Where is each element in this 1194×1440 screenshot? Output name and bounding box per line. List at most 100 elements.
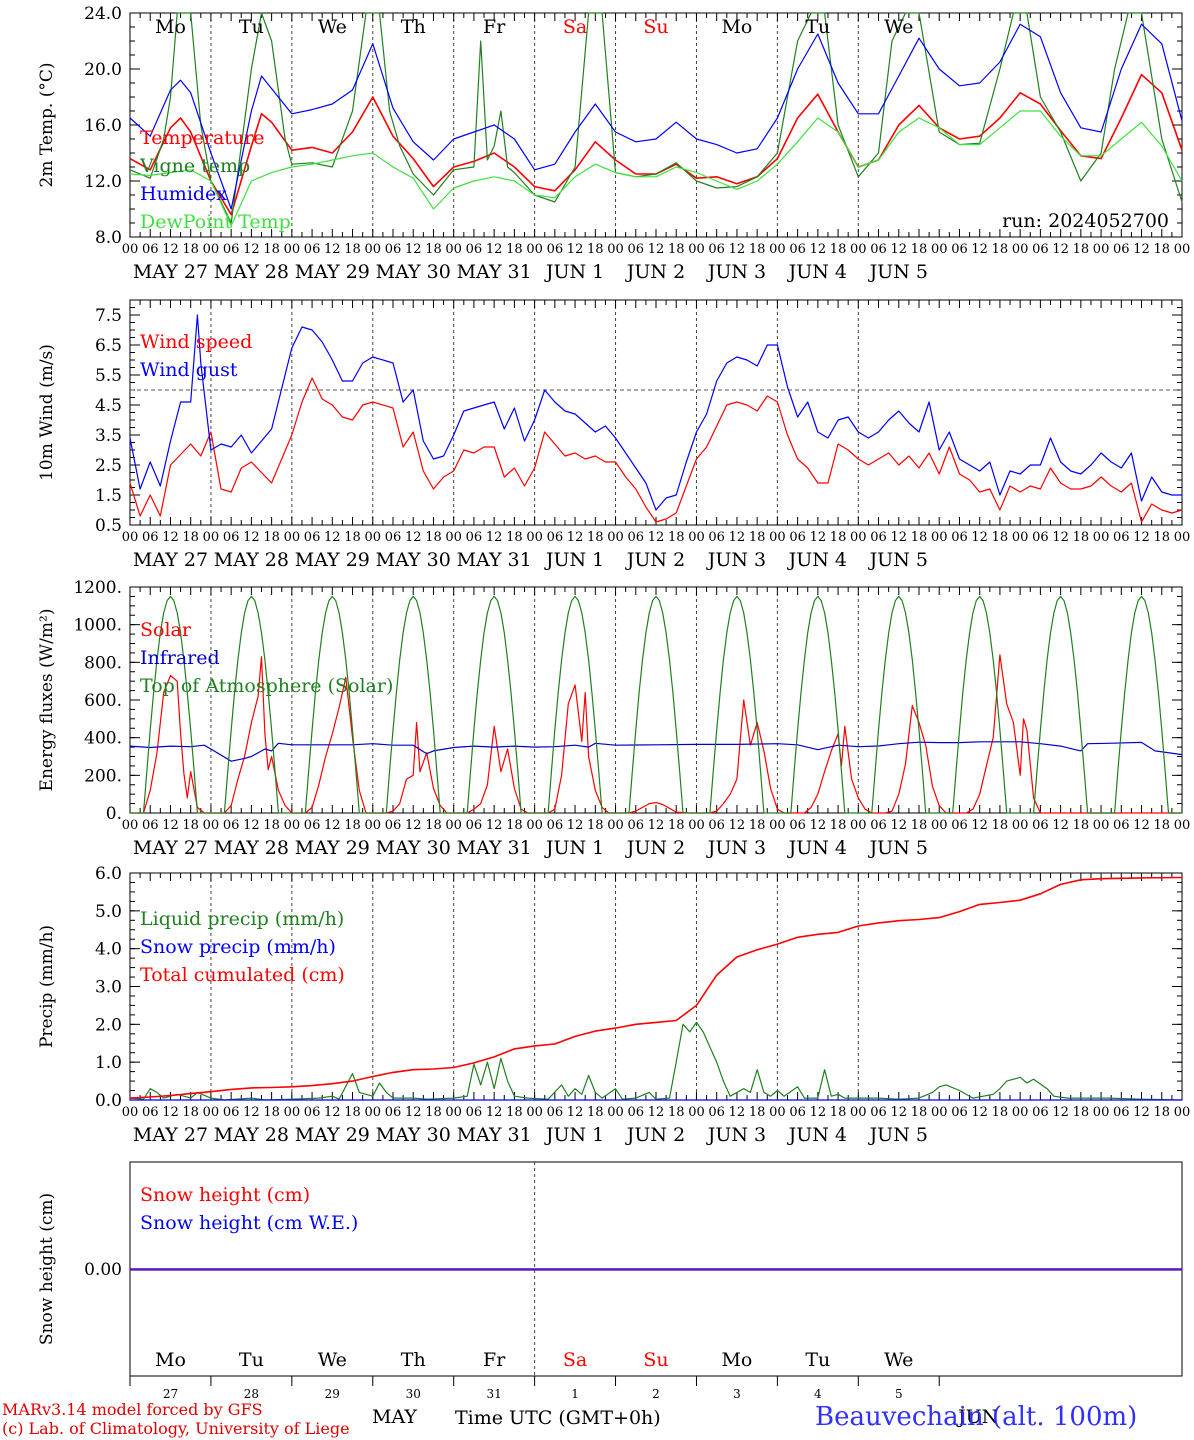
panel2-hour-label: 06 — [223, 530, 240, 545]
panel1-hour-label: 12 — [405, 242, 422, 257]
panel4-hour-label: 00 — [364, 1105, 381, 1120]
panel3-date-label: JUN 4 — [787, 837, 847, 859]
day-number-label: 3 — [733, 1387, 741, 1401]
panel2-hour-label: 18 — [1073, 530, 1090, 545]
panel3-hour-label: 06 — [951, 818, 968, 833]
panel5-y-axis-label: Snow height (cm) — [37, 1193, 57, 1345]
panel1-series-temperature-line — [129, 73, 1183, 216]
panel2-series-wind-gust-line — [129, 314, 1182, 511]
panel4-hour-label: 00 — [1093, 1105, 1110, 1120]
panel2-hour-label: 18 — [830, 530, 847, 545]
panel3-hour-label: 06 — [547, 818, 564, 833]
panel3-date-label: MAY 30 — [376, 837, 451, 859]
panel3-y-tick-label: 200. — [84, 766, 122, 786]
panel3-hour-label: 00 — [203, 818, 220, 833]
panel3-hour-label: 18 — [668, 818, 685, 833]
panel3-series-solar-line — [130, 654, 1182, 814]
top-weekday-label: We — [318, 16, 347, 38]
panel1-hour-label: 06 — [1113, 242, 1130, 257]
day-number-label: 29 — [325, 1387, 340, 1401]
panel3-hour-label: 00 — [1012, 818, 1029, 833]
panel4-series-liquid-precip-mm-h-line — [129, 1021, 1183, 1101]
panel3-hour-label: 06 — [1032, 818, 1049, 833]
panel4-hour-label: 18 — [182, 1105, 199, 1120]
panel1-hour-label: 00 — [364, 242, 381, 257]
panel3-date-label: JUN 3 — [706, 837, 766, 859]
panel4-hour-label: 06 — [627, 1105, 644, 1120]
panel1-legend-vigne-temp: Vigne temp — [139, 155, 250, 177]
panel3-date-label: MAY 27 — [133, 837, 208, 859]
panel2-hour-label: 12 — [324, 530, 341, 545]
panel2-date-label: MAY 30 — [376, 549, 451, 571]
panel3-series-infrared-line — [129, 741, 1183, 762]
panel4-y-tick-label: 2.0 — [95, 1015, 122, 1035]
day-number-label: 4 — [814, 1387, 822, 1401]
panel1-hour-label: 12 — [810, 242, 827, 257]
panel2-hour-label: 12 — [810, 530, 827, 545]
panel3-hour-label: 18 — [263, 818, 280, 833]
panel1-hour-label: 12 — [971, 242, 988, 257]
panel1-hour-label: 18 — [425, 242, 442, 257]
panel3-hour-label: 06 — [142, 818, 159, 833]
panel1-hour-label: 18 — [668, 242, 685, 257]
panel1-hour-label: 12 — [890, 242, 907, 257]
panel4-hour-label: 12 — [567, 1105, 584, 1120]
panel2-y-axis-label: 10m Wind (m/s) — [37, 344, 57, 481]
panel1-hour-label: 06 — [951, 242, 968, 257]
day-number-label: 2 — [652, 1387, 660, 1401]
bottom-weekday-label: Th — [401, 1349, 426, 1371]
panel4-hour-label: 06 — [142, 1105, 159, 1120]
month-jun-label: JUN — [958, 1406, 999, 1428]
panel2-y-tick-label: 7.5 — [95, 306, 122, 326]
panel3-frame — [129, 586, 1183, 814]
panel1-hour-label: 00 — [1093, 242, 1110, 257]
panel3-hour-label: 06 — [304, 818, 321, 833]
panel3-date-label: MAY 28 — [214, 837, 289, 859]
panel2-hour-label: 12 — [729, 530, 746, 545]
day-number-label: 1 — [571, 1387, 579, 1401]
panel3-hour-label: 06 — [870, 818, 887, 833]
panel1-y-axis-label: 2m Temp. (°C) — [37, 62, 57, 187]
panel1-hour-label: 12 — [648, 242, 665, 257]
panel4-hour-label: 06 — [789, 1105, 806, 1120]
panel4-hour-label: 06 — [870, 1105, 887, 1120]
panel5-y-tick-label: 0.00 — [84, 1260, 122, 1280]
panel2-hour-label: 00 — [850, 530, 867, 545]
panel4-hour-label: 06 — [304, 1105, 321, 1120]
top-weekday-label: Mo — [155, 16, 186, 38]
panel3-hour-label: 18 — [749, 818, 766, 833]
panel2-hour-label: 12 — [486, 530, 503, 545]
panel2-hour-label: 12 — [648, 530, 665, 545]
panel4-date-label: JUN 4 — [787, 1124, 847, 1146]
panel4-hour-label: 06 — [951, 1105, 968, 1120]
panel3-hour-label: 12 — [1052, 818, 1069, 833]
panel4-hour-label: 00 — [769, 1105, 786, 1120]
panel4-hour-label: 18 — [344, 1105, 361, 1120]
panel1-date-label: JUN 5 — [868, 261, 928, 283]
panel3-hour-label: 18 — [587, 818, 604, 833]
panel2-y-tick-label: 3.5 — [95, 426, 122, 446]
panel4-hour-label: 12 — [729, 1105, 746, 1120]
panel3-hour-label: 12 — [405, 818, 422, 833]
panel3-hour-label: 18 — [1073, 818, 1090, 833]
panel2-date-label: JUN 3 — [706, 549, 766, 571]
panel4-legend-snow-precip-mm-h: Snow precip (mm/h) — [140, 936, 336, 958]
panel2-date-label: MAY 31 — [457, 549, 532, 571]
panel1-hour-label: 18 — [1153, 242, 1170, 257]
panel1-hour-label: 06 — [708, 242, 725, 257]
panel2-hour-label: 12 — [243, 530, 260, 545]
panel2-hour-label: 06 — [547, 530, 564, 545]
panel4-hour-label: 12 — [405, 1105, 422, 1120]
panel1-frame — [129, 12, 1183, 238]
panel4-date-label: MAY 31 — [457, 1124, 532, 1146]
panel1-date-label: JUN 4 — [787, 261, 847, 283]
panel3-hour-label: 00 — [688, 818, 705, 833]
panel3-hour-label: 00 — [1093, 818, 1110, 833]
panel1-hour-label: 18 — [830, 242, 847, 257]
panel2-hour-label: 06 — [870, 530, 887, 545]
panel2-y-tick-label: 1.5 — [95, 486, 122, 506]
panel2-hour-label: 18 — [587, 530, 604, 545]
panel1-series-humidex-line — [129, 23, 1183, 210]
day-number-label: 5 — [895, 1387, 903, 1401]
